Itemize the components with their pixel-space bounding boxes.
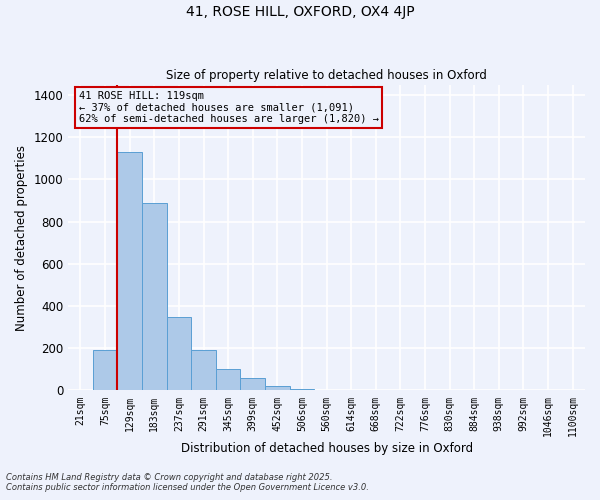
Y-axis label: Number of detached properties: Number of detached properties [15,144,28,330]
Bar [93,350,118,391]
Title: Size of property relative to detached houses in Oxford: Size of property relative to detached ho… [166,69,487,82]
Text: 41, ROSE HILL, OXFORD, OX4 4JP: 41, ROSE HILL, OXFORD, OX4 4JP [185,5,415,19]
Text: 41 ROSE HILL: 119sqm
← 37% of detached houses are smaller (1,091)
62% of semi-de: 41 ROSE HILL: 119sqm ← 37% of detached h… [79,90,379,124]
Bar [191,350,216,391]
Bar [216,370,241,390]
Text: Contains HM Land Registry data © Crown copyright and database right 2025.
Contai: Contains HM Land Registry data © Crown c… [6,473,369,492]
Bar [265,386,290,390]
X-axis label: Distribution of detached houses by size in Oxford: Distribution of detached houses by size … [181,442,473,455]
Bar [167,316,191,390]
Bar [142,202,167,390]
Bar [241,378,265,390]
Bar [118,152,142,390]
